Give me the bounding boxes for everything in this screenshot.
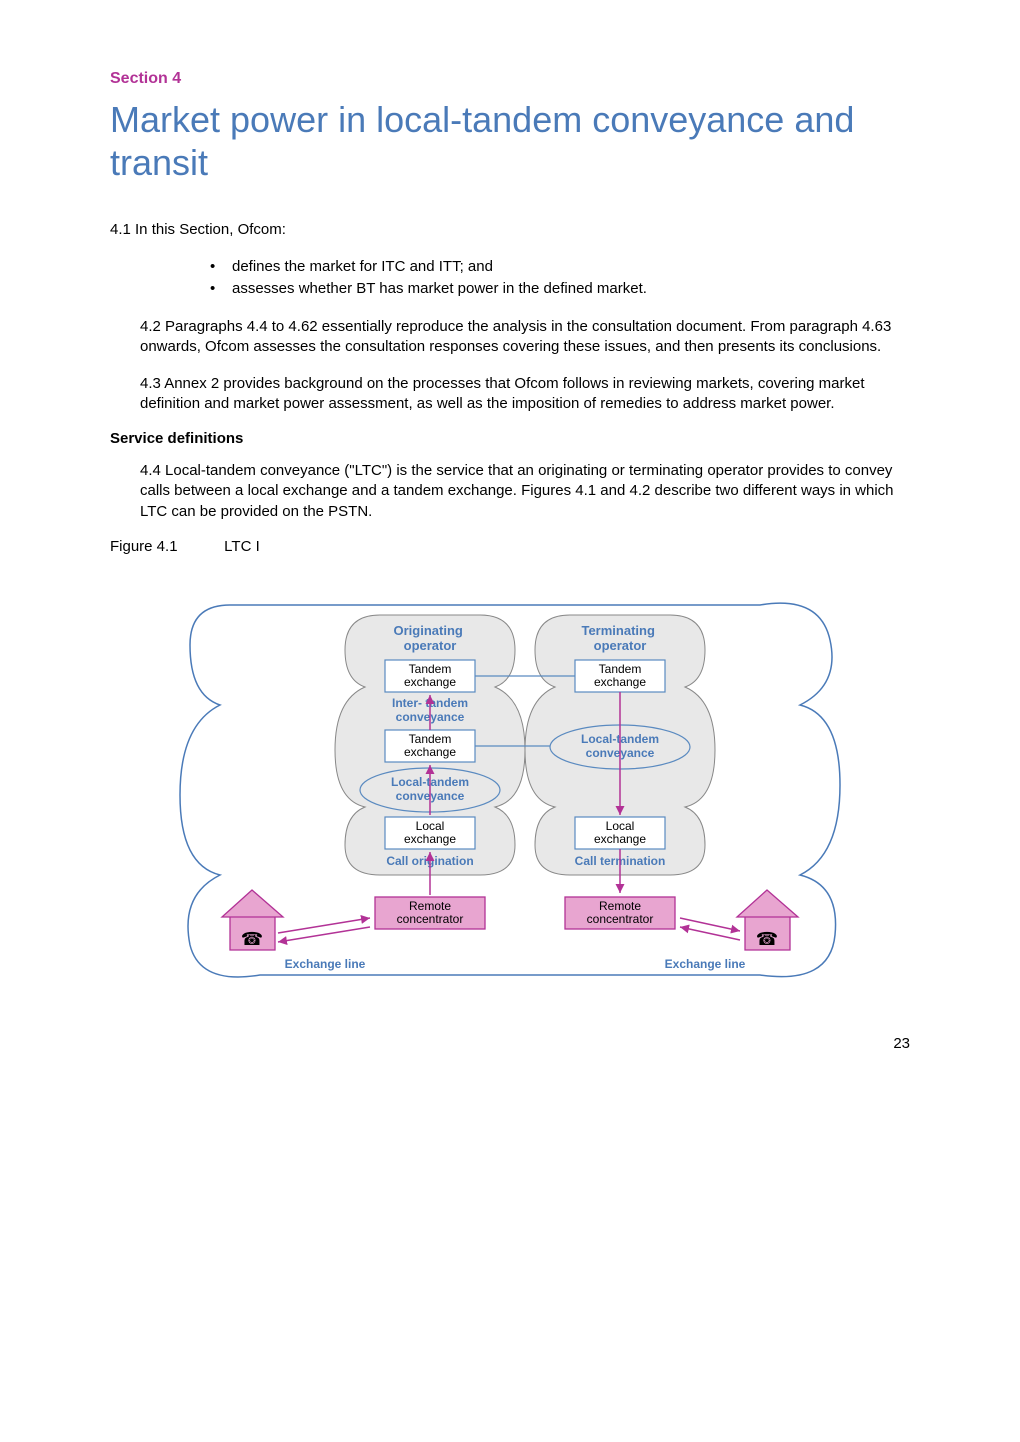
exchange-line-arrow [278,927,370,942]
subheading-service-defs: Service definitions [110,430,910,447]
bullet-item: assesses whether BT has market power in … [210,279,910,299]
section-label: Section 4 [110,70,910,88]
exchange-line-label: Exchange line [285,957,366,971]
tandem-exchange-text: Tandemexchange [404,662,456,689]
page-number: 23 [110,1035,910,1052]
figure-label: Figure 4.1 LTC I [110,538,910,555]
tandem-exchange-text: Tandemexchange [594,662,646,689]
para-4-1: 4.1 In this Section, Ofcom: [110,220,910,240]
tandem-exchange-text: Tandemexchange [404,732,456,759]
bullet-list: defines the market for ITC and ITT; and … [110,257,910,300]
exchange-line-label: Exchange line [665,957,746,971]
exchange-line-arrow [278,918,370,933]
page-title: Market power in local-tandem conveyance … [110,98,910,184]
para-4-2: 4.2 Paragraphs 4.4 to 4.62 essentially r… [110,317,910,358]
bullet-item: defines the market for ITC and ITT; and [210,257,910,277]
phone-icon: ☎ [756,929,778,949]
figure-number: Figure 4.1 [110,538,220,555]
para-4-3: 4.3 Annex 2 provides background on the p… [110,374,910,415]
figure-caption: LTC I [224,538,260,555]
originating-label: Originating operator [394,623,467,653]
phone-icon: ☎ [241,929,263,949]
figure-diagram: Originating operator Terminating operato… [110,575,910,995]
para-4-4: 4.4 Local-tandem conveyance ("LTC") is t… [110,461,910,522]
